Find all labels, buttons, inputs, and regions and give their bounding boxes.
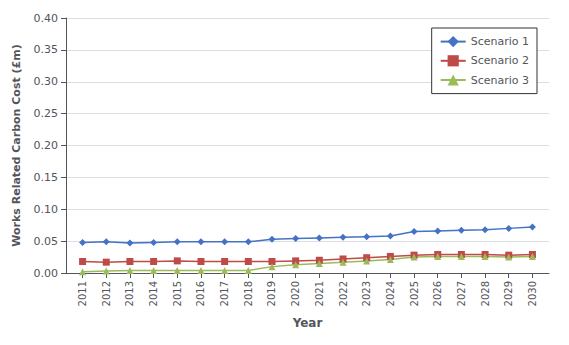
svg-text:2013: 2013 (124, 281, 135, 306)
svg-text:0.30: 0.30 (34, 75, 59, 88)
svg-text:0.35: 0.35 (34, 43, 59, 56)
svg-text:0.05: 0.05 (34, 235, 59, 248)
svg-text:2022: 2022 (338, 281, 349, 306)
svg-text:0.15: 0.15 (34, 171, 59, 184)
svg-text:2020: 2020 (290, 281, 301, 306)
svg-text:0.10: 0.10 (34, 203, 59, 216)
svg-text:Year: Year (292, 316, 323, 330)
svg-text:2018: 2018 (243, 281, 254, 306)
svg-text:Scenario 2: Scenario 2 (471, 54, 529, 67)
svg-text:2015: 2015 (172, 281, 183, 306)
svg-text:2023: 2023 (361, 281, 372, 306)
svg-text:Scenario 1: Scenario 1 (471, 35, 529, 48)
svg-text:0.20: 0.20 (34, 139, 59, 152)
svg-text:2029: 2029 (503, 281, 514, 306)
svg-text:2011: 2011 (77, 281, 88, 306)
svg-text:2012: 2012 (101, 281, 112, 306)
svg-text:2025: 2025 (409, 281, 420, 306)
svg-text:2017: 2017 (219, 281, 230, 306)
svg-text:2019: 2019 (266, 281, 277, 306)
svg-text:Scenario 3: Scenario 3 (471, 74, 529, 87)
svg-text:0.40: 0.40 (34, 12, 59, 25)
svg-text:2021: 2021 (314, 281, 325, 306)
svg-text:2014: 2014 (148, 281, 159, 306)
svg-text:0.00: 0.00 (34, 267, 59, 280)
svg-text:0.25: 0.25 (34, 107, 59, 120)
svg-text:2016: 2016 (195, 281, 206, 306)
svg-text:2027: 2027 (456, 281, 467, 306)
svg-text:2026: 2026 (432, 281, 443, 306)
svg-text:2028: 2028 (480, 281, 491, 306)
svg-text:2030: 2030 (527, 281, 538, 306)
svg-text:2024: 2024 (385, 281, 396, 306)
svg-text:Works Related Carbon Cost (£m): Works Related Carbon Cost (£m) (10, 44, 23, 246)
